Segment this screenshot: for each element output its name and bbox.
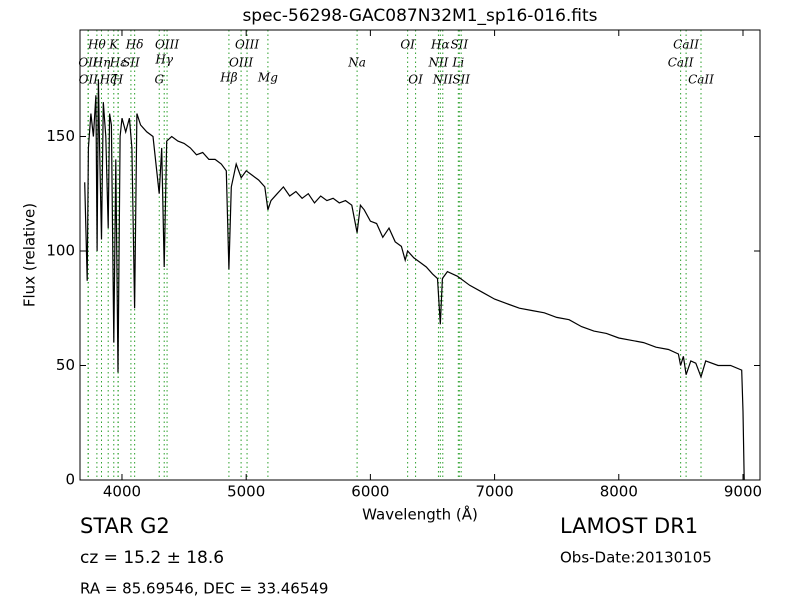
spectral-line-label: Hη	[92, 56, 111, 70]
spectral-line-label: OI	[408, 73, 423, 87]
spectral-line-label: Mg	[257, 71, 278, 85]
x-tick-label: 9000	[724, 483, 762, 501]
obs-date: Obs-Date:20130105	[560, 549, 712, 567]
x-tick-label: 4000	[103, 483, 141, 501]
spectral-line-label: Li	[451, 56, 464, 70]
spectral-line-label: Hβ	[219, 71, 237, 85]
y-axis-label: Flux (relative)	[21, 203, 39, 307]
spectral-line-label: Hα	[430, 38, 450, 52]
spectral-line-label: OIII	[229, 56, 253, 70]
x-tick-label: 6000	[351, 483, 389, 501]
spectral-line-label: OI	[400, 38, 415, 52]
spectral-line-label: OIII	[155, 38, 179, 52]
spectral-line-label: G	[154, 73, 164, 87]
x-axis-label: Wavelength (Å)	[362, 505, 478, 524]
spectral-line-label: Hθ	[87, 38, 106, 52]
coordinates: RA = 85.69546, DEC = 33.46549	[80, 580, 328, 598]
spectral-line-label: SII	[450, 38, 468, 52]
spectral-line-label: SII	[452, 73, 470, 87]
spectral-line-label: OII	[79, 73, 99, 87]
survey: LAMOST DR1	[560, 514, 698, 538]
spectral-line-label: CaII	[688, 73, 714, 87]
spectral-line-label: CaII	[673, 38, 699, 52]
spectral-line-label: Hδ	[125, 38, 144, 52]
y-tick-label: 0	[65, 471, 75, 489]
spectral-line-label: NII	[432, 73, 453, 87]
spectral-line-label: OIII	[235, 38, 259, 52]
redshift: cz = 15.2 ± 18.6	[80, 548, 224, 568]
y-tick-label: 100	[46, 241, 75, 259]
plot-frame	[79, 29, 761, 481]
spectral-line-label: CaII	[668, 56, 694, 70]
object-class: STAR G2	[80, 514, 170, 538]
chart-title: spec-56298-GAC087N32M1_sp16-016.fits	[242, 6, 597, 26]
spectrum-line	[84, 79, 745, 481]
spectral-line-label: Na	[347, 56, 366, 70]
spectral-line-label: NII	[427, 56, 448, 70]
spectral-line-label: SII	[122, 56, 140, 70]
y-tick-label: 50	[56, 356, 75, 374]
x-tick-label: 7000	[475, 483, 513, 501]
spectral-line-label: H	[112, 73, 124, 87]
spectral-line-label: Hγ	[154, 53, 173, 67]
spectral-line-label: K	[108, 38, 119, 52]
x-tick-label: 5000	[227, 483, 265, 501]
x-tick-label: 8000	[600, 483, 638, 501]
y-tick-label: 150	[46, 127, 75, 145]
